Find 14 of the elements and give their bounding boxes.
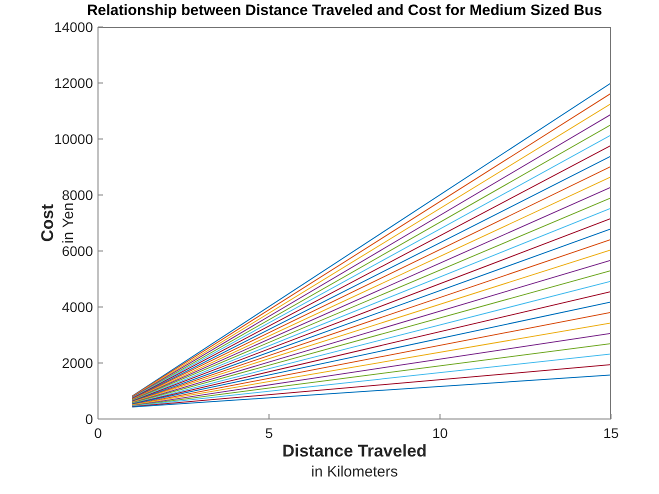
x-tick-label: 15	[603, 424, 619, 441]
y-tick-label: 6000	[62, 242, 94, 259]
y-axis-title: Cost in Yen	[38, 202, 77, 244]
y-tick-label: 4000	[62, 298, 94, 315]
x-tick-label: 10	[432, 424, 448, 441]
y-tick-label: 8000	[62, 186, 94, 203]
x-axis-title: Distance Traveled in Kilometers	[282, 442, 427, 480]
x-tick-label: 5	[265, 424, 274, 441]
y-tick-label: 2000	[62, 354, 94, 371]
y-tick-label: 10000	[54, 130, 94, 147]
y-tick-label: 14000	[54, 18, 94, 35]
y-tick-label: 12000	[54, 74, 94, 91]
chart-title: Relationship between Distance Traveled and Cost for Medium Sized Bus	[86, 2, 604, 19]
y-tick-label: 0	[85, 410, 94, 427]
